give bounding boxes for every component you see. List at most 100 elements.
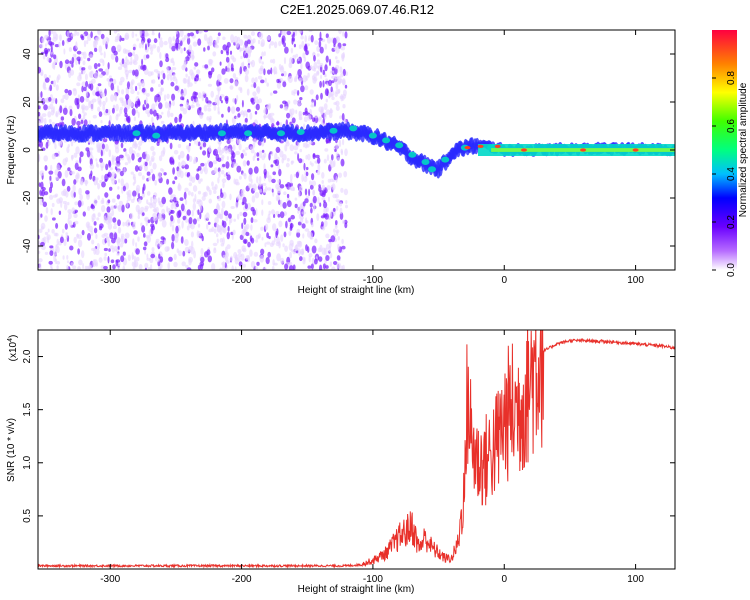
spectrogram-speckle (38, 105, 41, 110)
spectrogram-speckle (303, 176, 308, 183)
spectrogram-speckle (97, 106, 101, 112)
spectrogram-speckle (338, 172, 342, 178)
spectrogram-speckle (48, 75, 51, 78)
spectrogram-speckle (294, 244, 299, 252)
spectrogram-speckle (76, 233, 79, 238)
spectrogram-speckle (97, 30, 101, 35)
spectrogram-speckle (297, 248, 301, 257)
spectrogram-hotspot (277, 130, 285, 137)
spectrogram-speckle (334, 148, 337, 153)
spectrogram-speckle (272, 171, 277, 176)
spectrogram-speckle (109, 186, 113, 191)
spectrogram-speckle (134, 69, 139, 77)
spectrogram-speckle (222, 36, 226, 41)
spectrogram-hotspot (382, 137, 391, 144)
spectrogram-hotspot (132, 130, 141, 137)
spectrogram-speckle (266, 82, 270, 87)
spectrogram-speckle (311, 173, 315, 181)
spectrogram-speckle (309, 184, 314, 190)
spectrogram-speckle (343, 171, 348, 178)
spectrogram-speckle (333, 102, 338, 105)
spectrogram-speckle (45, 207, 49, 214)
spectrogram-speckle (93, 62, 98, 70)
spectrogram-speckle (171, 241, 175, 250)
spectrogram-speckle (129, 61, 133, 66)
spectrogram-speckle (331, 66, 335, 71)
spectrogram-speckle (312, 117, 316, 123)
spectrogram-hotspot (244, 130, 253, 137)
spectrogram-speckle (161, 87, 164, 92)
spectrogram-speckle (190, 192, 194, 197)
spectrogram-speckle (304, 35, 308, 43)
spectrogram-speckle (147, 267, 151, 270)
spectrogram-speckle (38, 154, 41, 162)
spectrogram-speckle (199, 112, 204, 119)
spectrogram-speckle (47, 111, 52, 118)
spectrogram-speckle (190, 223, 195, 230)
spectrogram-speckle (328, 196, 330, 202)
spectrogram-speckle (156, 45, 161, 53)
spectrogram-speckle (82, 60, 86, 66)
spectrogram-speckle (324, 43, 328, 50)
spectrogram-speckle (268, 152, 271, 161)
spectrogram-speckle (293, 43, 296, 48)
spectrogram-speckle (314, 115, 318, 119)
spectrogram-speckle (302, 205, 305, 210)
spectrogram-speckle (234, 98, 237, 105)
spectrogram-speckle (298, 44, 302, 49)
spectrogram-speckle (286, 30, 292, 36)
spectrogram-speckle (211, 263, 216, 270)
spectrogram-speckle (196, 230, 200, 238)
spectrogram-speckle (134, 103, 137, 107)
spectrogram-speckle (97, 63, 101, 67)
spectrogram-hotspot (296, 129, 305, 135)
spectrogram-speckle (88, 83, 92, 89)
spectrogram-speckle (188, 82, 193, 87)
spectrogram-speckle (331, 75, 336, 79)
spectrogram-speckle (154, 179, 158, 186)
spectrogram-speckle (127, 115, 131, 124)
spectrogram-speckle (181, 261, 186, 267)
spectrogram-speckle (315, 94, 319, 101)
spectrogram-speckle (109, 167, 113, 171)
spectrogram-speckle (335, 59, 340, 64)
spectrogram-speckle (333, 261, 338, 265)
spectrogram-speckle (38, 228, 43, 233)
spectrogram-speckle (106, 77, 110, 82)
spectrogram-speckle (318, 40, 322, 48)
spectrogram-speckle (275, 183, 280, 190)
spectrogram-speckle (282, 202, 287, 209)
spectrogram-speckle (180, 96, 184, 101)
spectrogram-speckle (151, 79, 154, 84)
spectrogram-speckle (159, 256, 164, 263)
spectrogram-speckle (298, 77, 303, 82)
spectrogram-speckle (158, 212, 162, 218)
colorbar: 0.0 0.2 0.4 0.6 0.8 Normalized spectral ampl… (712, 30, 749, 277)
spectrogram-speckle (40, 222, 46, 230)
spectrogram-speckle (183, 78, 188, 84)
spectrogram-speckle (328, 79, 332, 87)
spectrogram-speckle (122, 185, 126, 192)
spectrogram-speckle (214, 43, 218, 48)
spectrogram-speckle (334, 77, 337, 85)
spectrogram-speckle (117, 238, 122, 244)
spectrogram-speckle (118, 178, 121, 183)
spectrogram-speckle (295, 171, 300, 179)
spectrogram-speckle (73, 191, 76, 198)
spectrogram-speckle (42, 201, 47, 208)
spectrogram-speckle (181, 220, 184, 229)
spectrogram-speckle (226, 66, 231, 73)
spectrogram-speckle (264, 242, 267, 248)
spectrogram-speckle (63, 203, 68, 211)
spectrogram-speckle (302, 75, 307, 83)
spectrogram-speckle (127, 52, 133, 57)
spectrogram-speckle (90, 31, 93, 39)
spectrogram-speckle (180, 236, 184, 244)
spectrogram-speckle (111, 209, 115, 217)
spectrogram-speckle (155, 206, 159, 214)
spectrogram-speckle (191, 209, 194, 217)
spectrogram-speckle (61, 228, 65, 234)
spectrogram-speckle (238, 143, 242, 151)
spectrogram-speckle (288, 187, 293, 191)
spectrogram-speckle (252, 142, 256, 148)
